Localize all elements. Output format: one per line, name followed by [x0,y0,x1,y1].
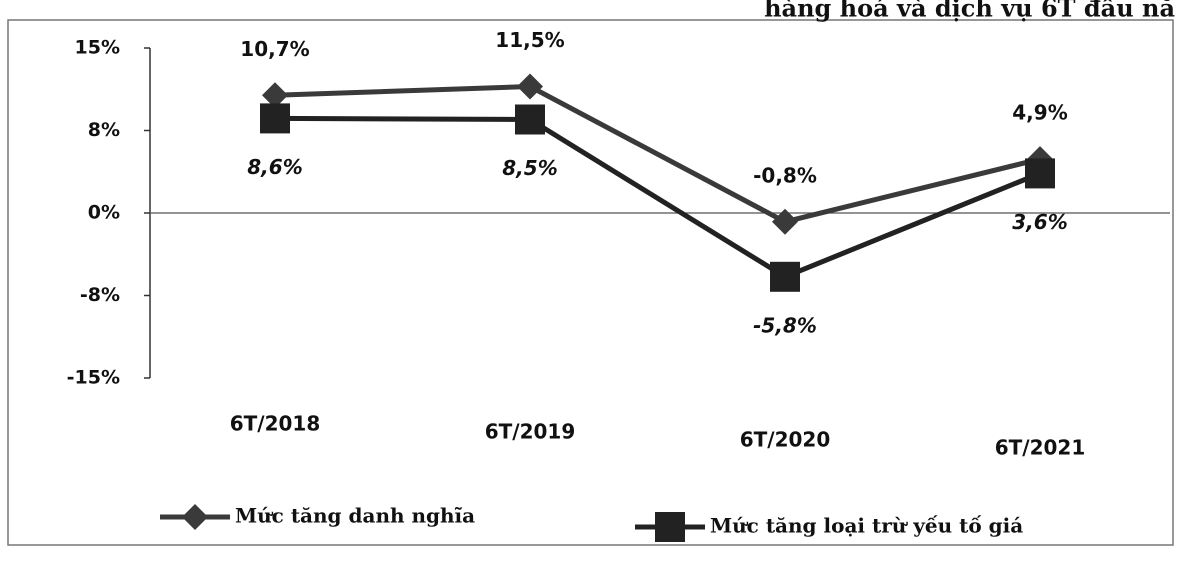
y-tick-label: -15% [67,367,120,389]
data-label: 8,6% [247,155,302,179]
marker [515,104,545,135]
marker [517,73,543,100]
marker [260,103,290,134]
data-label: 4,9% [1012,101,1067,125]
data-label: -5,8% [753,313,817,337]
x-tick-label: 6T/2019 [485,420,576,444]
line [274,115,1041,280]
legend-label: Mức tăng danh nghĩa [235,504,475,528]
marker [770,261,800,292]
data-label: 8,5% [502,156,557,180]
chart-title: hàng hoá và dịch vụ 6T đầu nă [764,0,1175,23]
data-label: 10,7% [240,37,309,61]
data-label: 11,5% [495,28,564,52]
legend-marker [182,504,208,530]
data-label: 3,6% [1012,210,1067,234]
x-tick-label: 6T/2020 [740,428,831,452]
y-tick-label: -8% [80,284,120,306]
y-tick-label: 8% [88,119,120,141]
legend-label: Mức tăng loại trừ yếu tố giá [710,514,1023,538]
y-tick-label: 0% [88,202,120,224]
data-label: -0,8% [753,163,817,187]
y-tick-label: 15% [75,37,120,59]
legend-marker [655,512,685,542]
chart-frame [7,19,1174,546]
line [274,83,1041,225]
x-tick-label: 6T/2018 [230,412,321,436]
marker [262,82,288,109]
marker [772,208,798,235]
x-tick-label: 6T/2021 [995,436,1086,460]
marker [1025,158,1055,189]
